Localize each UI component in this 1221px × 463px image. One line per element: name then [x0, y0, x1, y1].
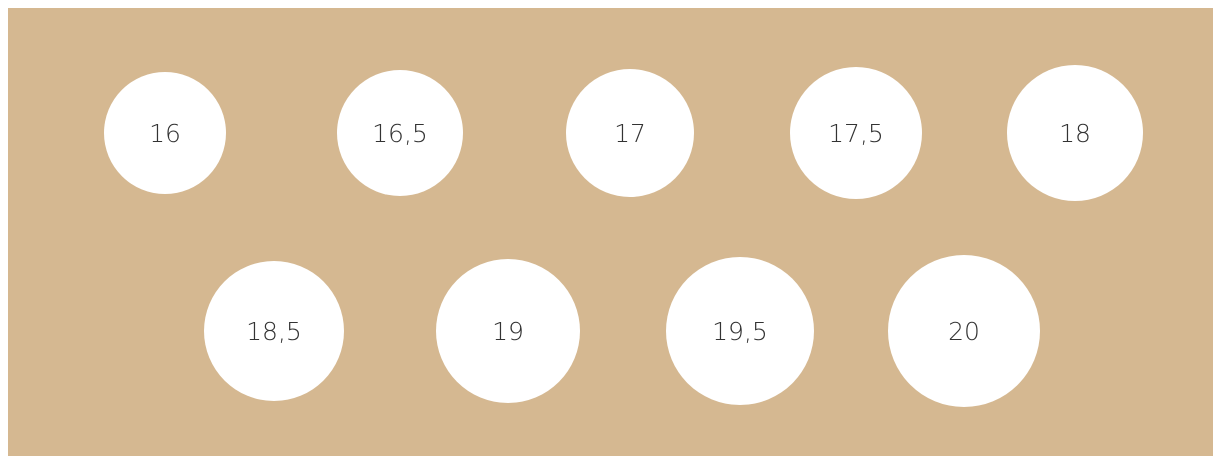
size-option[interactable]: 20 [888, 255, 1040, 407]
size-option[interactable]: 16 [104, 72, 226, 194]
size-option[interactable]: 18 [1007, 65, 1143, 201]
size-option[interactable]: 19,5 [666, 257, 814, 405]
size-panel: 16 16,5 17 17,5 18 18,5 19 19,5 20 [8, 8, 1213, 456]
size-option[interactable]: 16,5 [337, 70, 463, 196]
size-option[interactable]: 17 [566, 69, 694, 197]
size-option[interactable]: 17,5 [790, 67, 922, 199]
size-option[interactable]: 19 [436, 259, 580, 403]
size-option[interactable]: 18,5 [204, 261, 344, 401]
